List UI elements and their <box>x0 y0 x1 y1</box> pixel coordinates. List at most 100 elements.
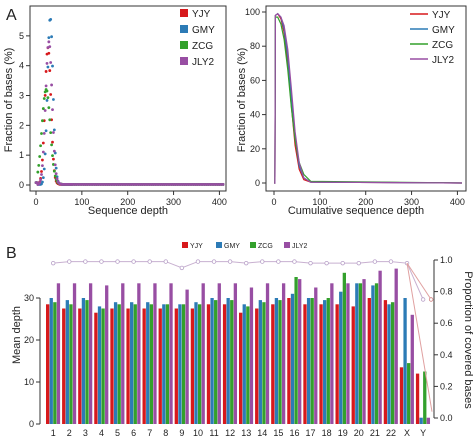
x-tick-label: 17 <box>306 428 316 438</box>
data-point <box>45 89 49 93</box>
bar-YJY <box>110 308 114 424</box>
data-point <box>41 150 45 154</box>
y-tick-label: 4 <box>19 61 24 71</box>
data-point <box>221 183 225 186</box>
bar-ZCG <box>69 304 73 424</box>
bar-YJY <box>158 308 162 424</box>
bar-JLY2 <box>426 417 431 424</box>
legend-label: JLY2 <box>432 55 454 66</box>
data-point <box>51 140 54 144</box>
data-point <box>51 108 54 111</box>
data-point <box>53 163 57 167</box>
panel-a-left-ylabel: Fraction of bases (%) <box>3 48 15 153</box>
bar-YJY <box>222 304 227 424</box>
coverage-y-low-segment <box>406 263 433 412</box>
data-point <box>51 154 54 158</box>
y-tick-label: 5 <box>19 31 24 41</box>
coverage-point <box>163 259 168 264</box>
bar-GMY <box>258 300 262 424</box>
coverage-point <box>356 260 361 266</box>
legend-swatch <box>182 242 188 248</box>
bar-JLY2 <box>185 289 189 424</box>
data-point <box>45 99 49 102</box>
y-tick-label: 80 <box>250 41 260 51</box>
data-point <box>36 170 40 174</box>
bar-ZCG <box>230 300 234 424</box>
y-tick-label: 40 <box>250 110 260 120</box>
x-tick-label: 0 <box>271 197 276 207</box>
data-point <box>46 65 50 69</box>
x-tick-label: X <box>404 428 410 438</box>
bar-JLY2 <box>217 283 221 424</box>
coverage-point <box>324 260 329 266</box>
bar-GMY <box>355 283 359 424</box>
bar-YJY <box>239 312 243 424</box>
x-tick-label: 0 <box>33 197 38 207</box>
bar-YJY <box>206 304 211 424</box>
y-tick-label: 20 <box>250 144 260 154</box>
data-point <box>50 143 53 147</box>
bar-ZCG <box>407 363 411 424</box>
bar-JLY2 <box>362 279 366 424</box>
y-tick-label: 100 <box>245 7 260 17</box>
data-point <box>45 61 49 65</box>
data-point <box>47 106 51 110</box>
y-tick-label: 3 <box>19 91 24 101</box>
y-tick-label: 60 <box>250 75 260 85</box>
bar-JLY2 <box>298 279 302 424</box>
bar-GMY <box>113 302 118 424</box>
bar-JLY2 <box>249 287 254 424</box>
bar-ZCG <box>262 302 266 424</box>
bar-ZCG <box>326 298 330 424</box>
data-point <box>41 164 44 168</box>
coverage-point <box>292 259 297 264</box>
bar-JLY2 <box>72 283 77 424</box>
data-point <box>49 61 53 64</box>
coverage-point <box>131 259 136 264</box>
bar-YJY <box>271 304 275 424</box>
y-tick-label: 0 <box>29 419 34 429</box>
x-tick-label: 6 <box>131 428 136 438</box>
bar-ZCG <box>423 371 427 424</box>
bar-YJY <box>319 304 323 424</box>
coverage-point <box>308 260 313 266</box>
coverage-point-y <box>428 297 434 302</box>
data-point <box>41 141 45 145</box>
bar-YJY <box>383 300 388 424</box>
data-point <box>41 176 45 180</box>
x-tick-label: 15 <box>273 428 283 438</box>
bar-ZCG <box>53 302 57 424</box>
x-tick-label: 14 <box>257 428 267 438</box>
data-point <box>39 144 42 148</box>
coverage-point <box>115 259 120 264</box>
bar-ZCG <box>294 277 298 424</box>
bar-ZCG <box>246 306 250 424</box>
y2-tick-label: 1.0 <box>440 255 453 265</box>
panel-a-right-xlabel: Cumulative sequence depth <box>288 205 424 217</box>
bar-ZCG <box>117 304 121 424</box>
y2-tick-label: 0.8 <box>440 287 453 297</box>
coverage-point <box>99 259 104 264</box>
legend-swatch <box>180 9 188 17</box>
coverage-point <box>372 259 378 264</box>
bar-ZCG <box>342 272 346 424</box>
x-tick-label: 100 <box>312 197 327 207</box>
data-point <box>52 131 55 134</box>
bar-GMY <box>97 306 102 424</box>
x-tick-label: 21 <box>370 428 380 438</box>
x-tick-label: 1 <box>51 428 56 438</box>
bar-YJY <box>415 373 420 424</box>
legend-swatch <box>180 41 188 49</box>
bar-GMY <box>162 304 166 424</box>
coverage-point <box>243 260 249 266</box>
data-point <box>49 131 53 135</box>
bar-ZCG <box>214 300 218 424</box>
data-point <box>48 45 52 49</box>
x-tick-label: 13 <box>241 428 251 438</box>
x-tick-label: 16 <box>289 428 299 438</box>
y-tick-label: 1 <box>19 150 24 160</box>
coverage-point <box>147 259 152 264</box>
coverage-point <box>51 260 56 266</box>
panel-a-right-ylabel: Fraction of bases (%) <box>236 48 248 153</box>
